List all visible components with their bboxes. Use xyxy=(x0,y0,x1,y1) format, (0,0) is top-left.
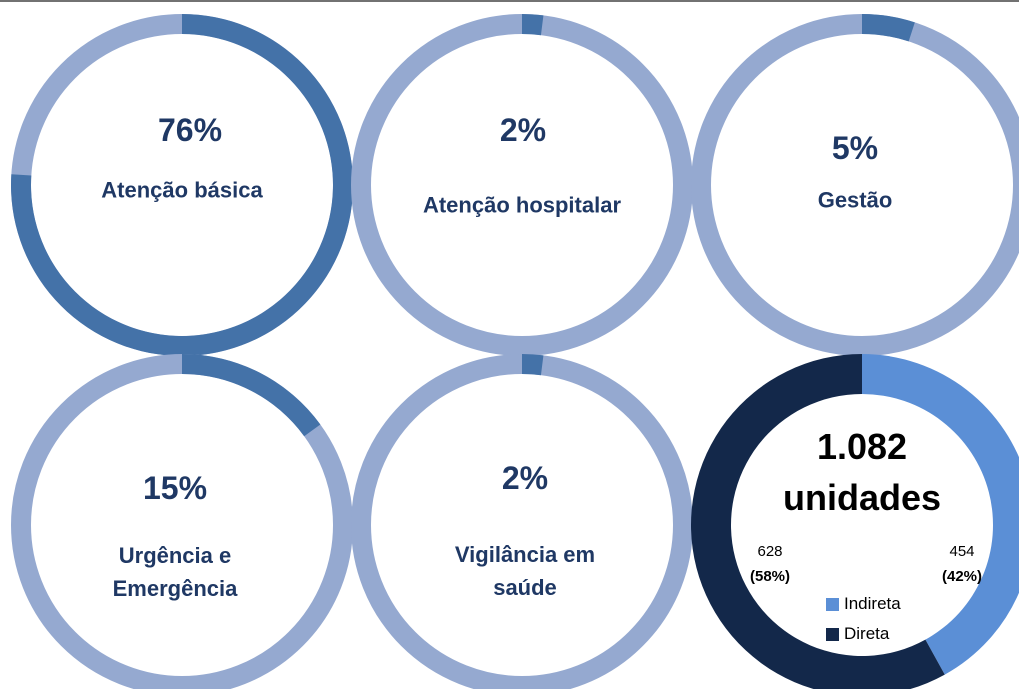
pie-segment xyxy=(862,354,1019,675)
legend-swatch xyxy=(826,597,839,611)
value-label: 454 xyxy=(949,543,975,560)
donut-segment xyxy=(862,14,915,42)
value-label: 2% xyxy=(499,112,547,148)
total-unit: unidades xyxy=(782,477,942,518)
legend-item: Direta xyxy=(826,624,889,644)
value-label: 15% xyxy=(142,470,208,506)
donut-track xyxy=(351,14,693,356)
legend-item: Indireta xyxy=(826,594,901,614)
value-label: 2% xyxy=(501,460,549,496)
percent-label: (42%) xyxy=(941,568,983,585)
donut-title: Atenção básica xyxy=(101,177,263,203)
value-label: 76% xyxy=(157,112,223,148)
donut-title: Vigilância em saúde xyxy=(454,542,596,600)
value-label: 628 xyxy=(757,543,783,560)
donut-segment xyxy=(182,354,321,437)
donut-segment xyxy=(522,14,544,36)
legend-label: Indireta xyxy=(844,594,901,613)
donut-segment xyxy=(522,354,544,376)
donut-title: Urgência e Emergência xyxy=(112,543,238,601)
legend-label: Direta xyxy=(844,624,890,643)
donut-track xyxy=(351,354,693,689)
percent-label: (58%) xyxy=(749,568,791,585)
value-label: 5% xyxy=(831,130,879,166)
pie-segment xyxy=(690,354,945,689)
legend-swatch xyxy=(826,627,839,641)
donut-title: Atenção hospitalar xyxy=(422,192,622,218)
total-label: 1.082 xyxy=(816,426,908,467)
donut-title: Gestão xyxy=(817,187,893,213)
